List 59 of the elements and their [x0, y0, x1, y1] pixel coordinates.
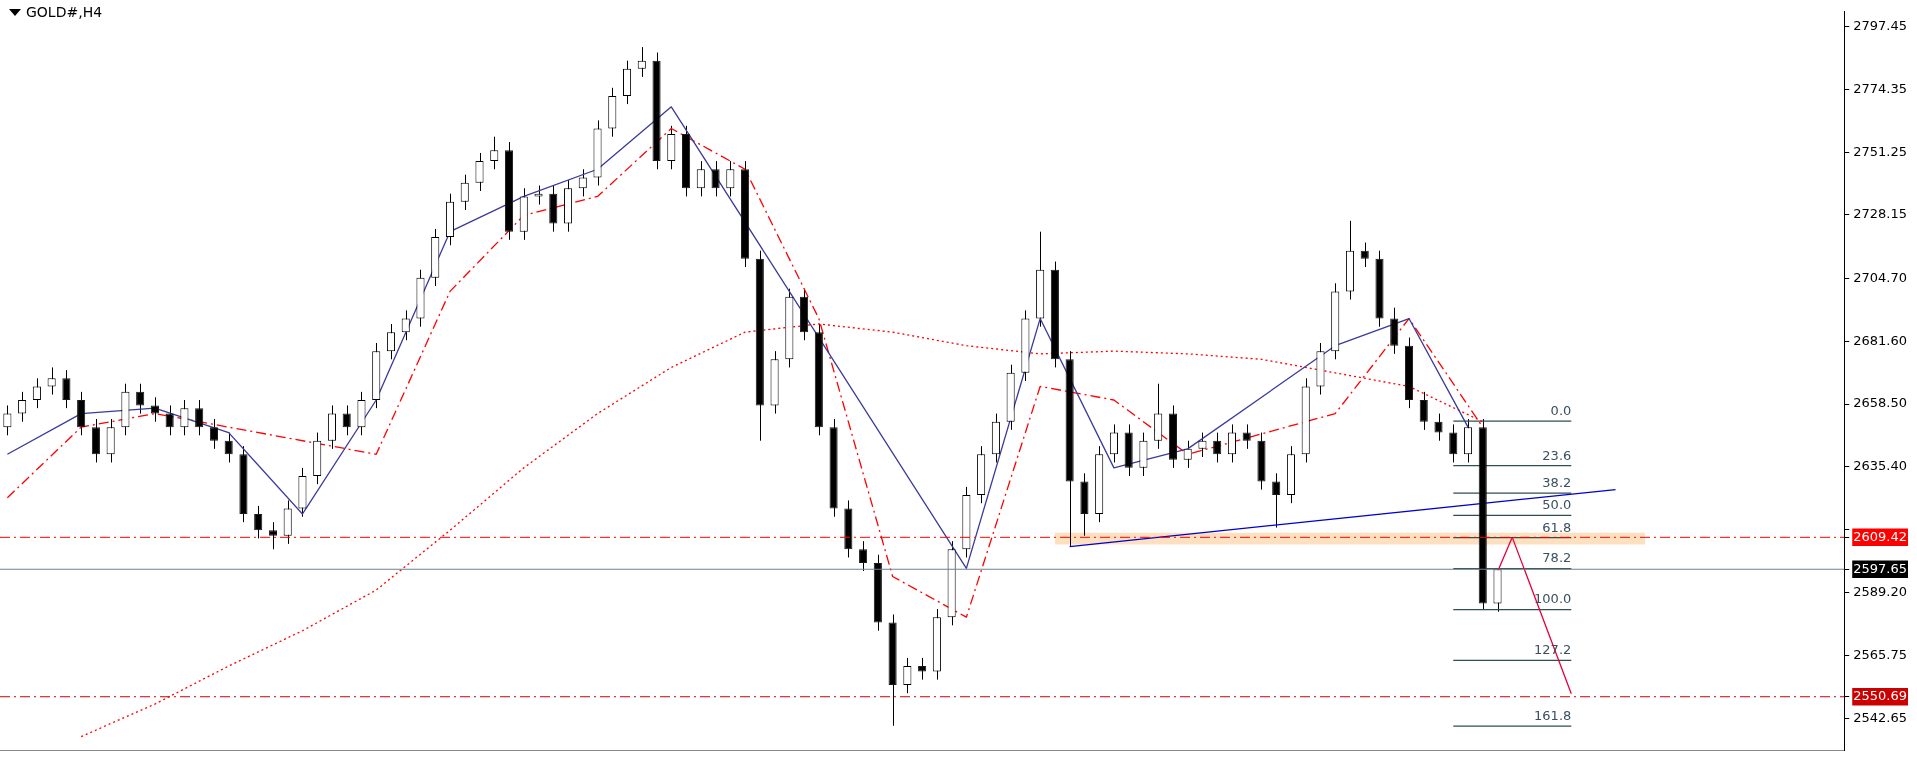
y-tick-label: 2728.15	[1853, 206, 1908, 222]
annotation: 61.8	[1542, 519, 1572, 535]
candlestick	[1183, 440, 1192, 469]
candlestick	[1198, 432, 1207, 458]
y-tick-label: 2597.65	[1853, 560, 1908, 576]
candlestick	[1434, 413, 1443, 442]
y-tick-label: 2751.25	[1853, 143, 1908, 159]
candlestick	[696, 160, 705, 197]
candlestick	[47, 366, 56, 396]
annotation: 161.8	[1534, 707, 1572, 723]
y-tick-label: 2681.60	[1853, 332, 1908, 348]
annotation: 38.2	[1542, 474, 1572, 490]
candlestick	[1272, 472, 1281, 529]
candlestick	[165, 404, 174, 436]
candlestick	[1213, 432, 1222, 463]
candlestick	[726, 160, 735, 197]
candlestick	[18, 391, 27, 423]
candlestick	[1419, 391, 1428, 431]
candlestick	[637, 46, 646, 78]
candlestick	[401, 309, 410, 341]
y-tick-label: 2589.20	[1853, 583, 1908, 599]
candlestick	[224, 432, 233, 463]
annotation: 0.0	[1550, 403, 1572, 419]
candlestick	[460, 174, 469, 211]
y-tick-label: 2565.75	[1853, 647, 1908, 663]
candlestick	[195, 399, 204, 436]
y-tick-label: 2658.50	[1853, 395, 1908, 411]
candlestick	[1449, 423, 1458, 463]
candlestick	[475, 152, 484, 192]
candlestick	[342, 404, 351, 436]
y-tick-label: 2704.70	[1853, 270, 1908, 286]
annotation: 78.2	[1542, 550, 1572, 566]
y-tick-label: 2635.40	[1853, 458, 1908, 474]
candlestick	[209, 418, 218, 450]
candlestick	[386, 323, 396, 360]
candlestick	[32, 377, 41, 409]
annotation: 100.0	[1534, 591, 1572, 607]
y-tick-label: 2542.65	[1853, 709, 1908, 725]
candlestick	[268, 521, 278, 550]
chart-title: GOLD#,H4	[26, 4, 103, 20]
candlestick	[859, 540, 868, 572]
y-tick-label: 2550.69	[1853, 688, 1908, 704]
candlestick	[62, 369, 71, 409]
candlestick	[1109, 423, 1118, 463]
candlestick	[1227, 423, 1237, 463]
candlestick	[3, 404, 12, 436]
y-tick-label: 2774.35	[1853, 80, 1908, 96]
candlestick	[903, 657, 912, 694]
candlestick	[254, 505, 263, 539]
candlestick	[136, 383, 145, 415]
y-tick-label: 2609.42	[1853, 528, 1908, 544]
candlestick	[711, 160, 720, 197]
candlestick	[180, 399, 189, 436]
candlestick	[150, 396, 159, 423]
annotation: 50.0	[1542, 497, 1572, 513]
candlestick	[1242, 423, 1251, 450]
candlestick	[1360, 242, 1369, 268]
annotation: 23.6	[1542, 447, 1572, 463]
y-tick-label: 2797.45	[1853, 18, 1908, 34]
